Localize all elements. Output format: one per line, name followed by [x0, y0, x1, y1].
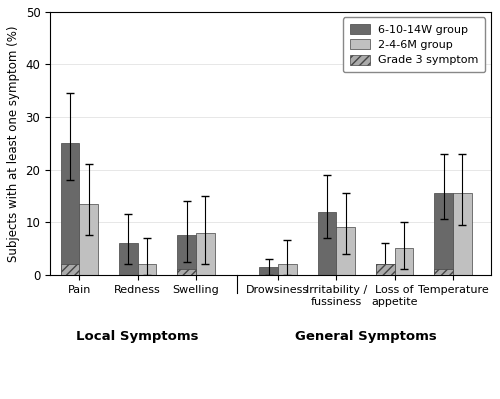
Bar [376, 264, 394, 275]
Bar [119, 243, 138, 275]
Bar [453, 193, 472, 275]
Y-axis label: Subjects with at least one symptom (%): Subjects with at least one symptom (%) [7, 25, 20, 261]
Legend: 6-10-14W group, 2-4-6M group, Grade 3 symptom: 6-10-14W group, 2-4-6M group, Grade 3 sy… [343, 18, 486, 72]
Bar [336, 227, 355, 275]
Bar [138, 264, 156, 275]
Bar [259, 267, 278, 275]
Bar [178, 235, 196, 275]
Bar [434, 269, 453, 275]
Bar [178, 269, 196, 275]
Text: General Symptoms: General Symptoms [294, 330, 436, 343]
Bar [394, 248, 413, 275]
Text: Local Symptoms: Local Symptoms [76, 330, 199, 343]
Bar [60, 264, 80, 275]
Bar [80, 204, 98, 275]
Bar [318, 211, 336, 275]
Bar [434, 193, 453, 275]
Bar [196, 233, 215, 275]
Bar [376, 264, 394, 275]
Bar [278, 264, 296, 275]
Bar [60, 143, 80, 275]
